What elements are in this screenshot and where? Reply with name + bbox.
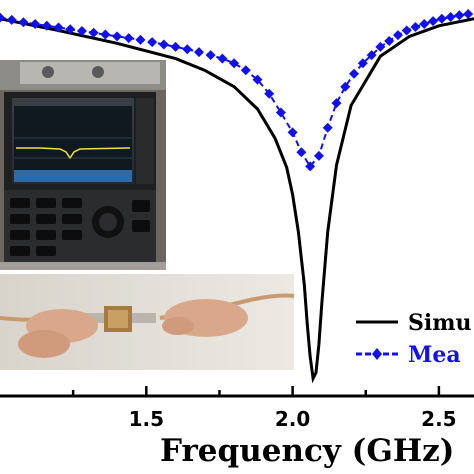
data-point-mea (340, 81, 351, 92)
data-point-mea (193, 47, 204, 58)
data-point-mea (158, 39, 169, 50)
data-point-mea (275, 107, 286, 118)
data-point-mea (252, 74, 263, 85)
data-point-mea (6, 14, 17, 25)
data-point-mea (349, 68, 360, 79)
x-tick-label: 1.5 (129, 407, 164, 431)
legend-mea-marker (372, 348, 382, 360)
data-point-mea (112, 31, 123, 42)
data-point-mea (419, 19, 430, 30)
x-axis-ticks: 1.5 2.0 2.5 (71, 386, 457, 431)
data-point-mea (264, 88, 275, 99)
x-axis-title: Frequency (GHz) (160, 433, 454, 469)
data-point-mea (240, 65, 251, 76)
data-point-mea (384, 36, 395, 47)
data-point-mea (30, 19, 41, 30)
network-analyzer-photo (0, 60, 166, 274)
data-point-mea (217, 53, 228, 64)
legend: Simu Mea (356, 310, 472, 368)
data-point-mea (135, 34, 146, 45)
data-point-mea (313, 150, 324, 161)
data-point-mea (287, 127, 298, 138)
data-point-mea (296, 147, 307, 158)
data-point-mea (123, 33, 134, 44)
data-point-mea (88, 27, 99, 38)
data-point-mea (147, 37, 158, 48)
data-point-mea (463, 9, 474, 20)
x-tick-label: 2.0 (275, 407, 310, 431)
data-point-mea (366, 50, 377, 61)
data-point-mea (100, 29, 111, 40)
data-point-mea (182, 44, 193, 55)
data-point-mea (392, 30, 403, 41)
data-point-mea (41, 20, 52, 31)
data-point-mea (428, 16, 439, 27)
legend-simu-label: Simu (408, 310, 472, 336)
filter-under-test-photo (0, 270, 295, 370)
data-point-mea (454, 10, 465, 21)
data-point-mea (18, 17, 29, 28)
data-point-mea (445, 11, 456, 22)
data-point-mea (76, 26, 87, 37)
data-point-mea (410, 21, 421, 32)
data-point-mea (170, 41, 181, 52)
data-point-mea (65, 24, 76, 35)
data-point-mea (0, 12, 5, 23)
data-point-mea (53, 22, 64, 33)
legend-mea-label: Mea (408, 342, 461, 368)
data-point-mea (401, 25, 412, 36)
data-point-mea (436, 13, 447, 24)
data-point-mea (331, 98, 342, 109)
series-line-simu (0, 17, 474, 384)
data-point-mea (322, 122, 333, 133)
data-point-mea (229, 58, 240, 69)
data-point-mea (205, 50, 216, 61)
data-point-mea (305, 161, 316, 172)
data-point-mea (357, 58, 368, 69)
x-tick-label: 2.5 (421, 407, 456, 431)
data-point-mea (375, 41, 386, 52)
